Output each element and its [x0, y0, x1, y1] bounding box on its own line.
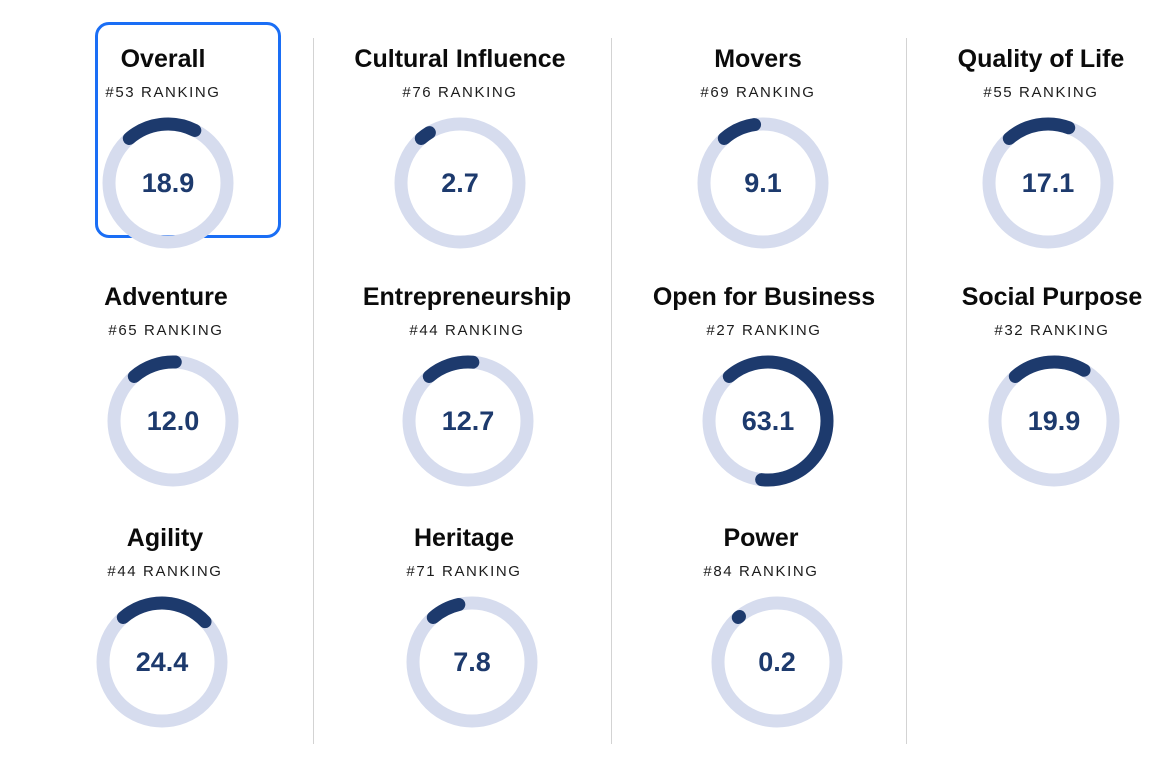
gauge-progress-arc	[426, 597, 466, 624]
column-divider	[313, 38, 314, 744]
metric-title: Open for Business	[652, 283, 876, 311]
metric-title: Movers	[714, 45, 802, 73]
metric-score: 12.0	[146, 406, 200, 436]
score-gauge: 63.1	[701, 354, 835, 488]
metric-title: Cultural Influence	[354, 45, 566, 73]
metric-title: Entrepreneurship	[362, 283, 572, 311]
gauge-progress-arc	[1008, 355, 1091, 383]
gauge-svg	[394, 117, 526, 249]
column-divider	[611, 38, 612, 744]
column-divider	[906, 38, 907, 744]
metric-ranking: #32 RANKING	[994, 322, 1110, 339]
score-gauge: 18.9	[101, 116, 235, 250]
metric-score: 24.4	[135, 647, 189, 677]
metric-score: 2.7	[441, 168, 479, 198]
score-gauge: 17.1	[981, 116, 1115, 250]
gauge-svg	[697, 117, 829, 249]
score-gauge: 0.2	[710, 595, 844, 729]
gauge-track	[394, 117, 526, 249]
metric-score: 19.9	[1027, 406, 1081, 436]
metric-score: 7.8	[453, 647, 491, 677]
metric-ranking: #44 RANKING	[107, 563, 223, 580]
gauge-progress-arc	[731, 609, 746, 624]
metric-ranking: #55 RANKING	[983, 84, 1099, 101]
metric-title: Agility	[126, 524, 204, 552]
gauge-svg	[102, 117, 234, 249]
gauge-svg	[406, 596, 538, 728]
metric-ranking: #65 RANKING	[108, 322, 224, 339]
metric-ranking: #27 RANKING	[706, 322, 822, 339]
metric-title: Adventure	[104, 283, 228, 311]
metric-score: 0.2	[758, 647, 796, 677]
metric-ranking: #53 RANKING	[105, 84, 221, 101]
gauge-progress-arc	[122, 117, 202, 145]
gauge-svg	[107, 355, 239, 487]
gauge-svg	[711, 596, 843, 728]
score-gauge: 7.8	[405, 595, 539, 729]
metric-title: Quality of Life	[957, 45, 1125, 73]
metric-ranking: #69 RANKING	[700, 84, 816, 101]
gauge-track	[406, 596, 538, 728]
gauge-svg	[982, 117, 1114, 249]
gauge-progress-arc	[422, 355, 480, 383]
metric-score: 9.1	[744, 168, 782, 198]
score-gauge: 24.4	[95, 595, 229, 729]
gauge-track	[711, 596, 843, 728]
metric-title: Power	[723, 524, 799, 552]
score-gauge: 12.7	[401, 354, 535, 488]
metric-ranking: #44 RANKING	[409, 322, 525, 339]
metric-ranking: #71 RANKING	[406, 563, 522, 580]
metric-score: 18.9	[141, 168, 195, 198]
gauge-progress-arc	[1002, 117, 1076, 145]
metric-ranking: #84 RANKING	[703, 563, 819, 580]
metric-ranking: #76 RANKING	[402, 84, 518, 101]
gauge-progress-arc	[127, 355, 182, 383]
gauge-progress-arc	[116, 596, 212, 629]
metric-score: 17.1	[1021, 168, 1075, 198]
gauge-svg	[702, 355, 834, 487]
score-gauge: 9.1	[696, 116, 830, 250]
metric-title: Heritage	[413, 524, 515, 552]
gauge-svg	[402, 355, 534, 487]
score-gauge: 2.7	[393, 116, 527, 250]
gauge-svg	[96, 596, 228, 728]
score-gauge: 12.0	[106, 354, 240, 488]
gauge-progress-arc	[414, 126, 436, 145]
gauge-track	[697, 117, 829, 249]
metric-score: 12.7	[441, 406, 495, 436]
gauge-svg	[988, 355, 1120, 487]
metric-title: Social Purpose	[961, 283, 1143, 311]
metric-score: 63.1	[741, 406, 795, 436]
score-gauge: 19.9	[987, 354, 1121, 488]
gauge-progress-arc	[722, 355, 834, 487]
gauge-progress-arc	[717, 118, 762, 145]
metric-title: Overall	[120, 45, 206, 73]
